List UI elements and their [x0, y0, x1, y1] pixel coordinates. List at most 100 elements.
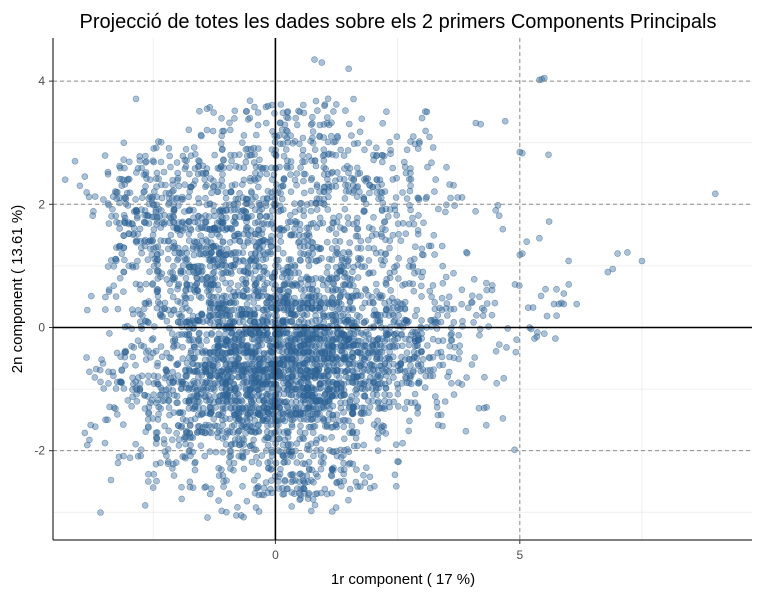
data-point	[242, 429, 249, 437]
data-point	[182, 146, 190, 153]
data-point	[286, 318, 294, 325]
data-point	[358, 115, 366, 123]
data-point	[309, 113, 316, 121]
data-point	[240, 164, 248, 171]
data-point	[218, 427, 226, 435]
data-point	[239, 453, 247, 460]
data-point	[335, 213, 343, 220]
data-point	[297, 250, 304, 257]
data-point	[332, 421, 340, 429]
data-point	[341, 205, 349, 213]
data-point	[343, 162, 351, 170]
data-point	[345, 460, 352, 468]
data-point	[511, 446, 518, 454]
data-point	[312, 439, 320, 447]
data-point	[156, 300, 164, 308]
data-point	[175, 255, 182, 262]
data-point	[254, 386, 262, 394]
data-point	[382, 384, 390, 392]
data-point	[161, 396, 168, 404]
data-point	[364, 291, 372, 299]
data-point	[375, 405, 382, 413]
data-point	[260, 373, 267, 381]
data-point	[451, 202, 458, 209]
data-point	[399, 220, 407, 227]
data-point	[307, 200, 315, 207]
data-point	[260, 236, 267, 244]
data-point	[170, 306, 178, 314]
data-point	[154, 359, 161, 367]
data-point	[235, 330, 242, 338]
data-point	[464, 304, 472, 312]
data-point	[406, 417, 413, 425]
data-point	[118, 366, 126, 374]
data-point	[116, 378, 124, 386]
data-point	[311, 157, 319, 164]
data-point	[190, 251, 198, 259]
data-point	[463, 249, 471, 257]
data-point	[458, 194, 466, 201]
data-point	[345, 120, 353, 128]
data-point	[206, 490, 214, 498]
data-point	[149, 231, 157, 239]
data-point	[283, 280, 291, 288]
data-point	[386, 244, 393, 252]
data-point	[328, 508, 336, 515]
data-point	[193, 367, 201, 375]
data-point	[354, 274, 362, 281]
data-point	[218, 245, 225, 253]
data-point	[149, 484, 157, 491]
data-point	[219, 238, 227, 245]
data-point	[187, 281, 194, 289]
data-point	[604, 268, 612, 276]
data-point	[115, 453, 123, 461]
data-point	[134, 337, 142, 345]
data-point	[300, 189, 308, 197]
data-point	[122, 194, 129, 201]
data-point	[203, 126, 211, 134]
data-point	[439, 279, 447, 287]
data-point	[307, 137, 315, 145]
data-point	[364, 366, 372, 374]
data-point	[348, 174, 355, 182]
data-point	[179, 305, 186, 313]
data-point	[270, 379, 278, 387]
data-point	[201, 452, 209, 460]
data-point	[296, 379, 304, 386]
data-point	[545, 218, 553, 225]
data-point	[230, 261, 237, 269]
data-point	[435, 205, 442, 213]
data-point	[185, 193, 192, 201]
data-point	[102, 306, 109, 313]
data-point	[136, 380, 144, 388]
data-point	[242, 311, 250, 318]
data-point	[340, 152, 348, 159]
data-point	[214, 335, 221, 343]
data-point	[259, 380, 267, 388]
data-point	[276, 372, 284, 379]
data-point	[356, 128, 364, 136]
data-point	[132, 196, 139, 203]
data-point	[253, 279, 260, 287]
data-point	[325, 181, 332, 188]
data-point	[319, 276, 327, 284]
data-point	[244, 195, 252, 203]
data-point	[228, 157, 235, 165]
data-point	[219, 405, 226, 413]
data-point	[332, 138, 339, 145]
data-point	[214, 356, 222, 363]
data-point	[447, 194, 454, 202]
data-point	[242, 368, 250, 376]
data-point	[406, 201, 413, 209]
data-point	[246, 97, 254, 104]
data-point	[205, 213, 213, 220]
data-point	[291, 225, 298, 232]
data-point	[217, 212, 225, 220]
data-point	[81, 429, 89, 437]
data-point	[297, 164, 304, 171]
data-point	[304, 319, 312, 327]
data-point	[413, 329, 420, 336]
data-point	[321, 435, 328, 443]
data-point	[207, 374, 214, 382]
data-point	[341, 195, 349, 202]
